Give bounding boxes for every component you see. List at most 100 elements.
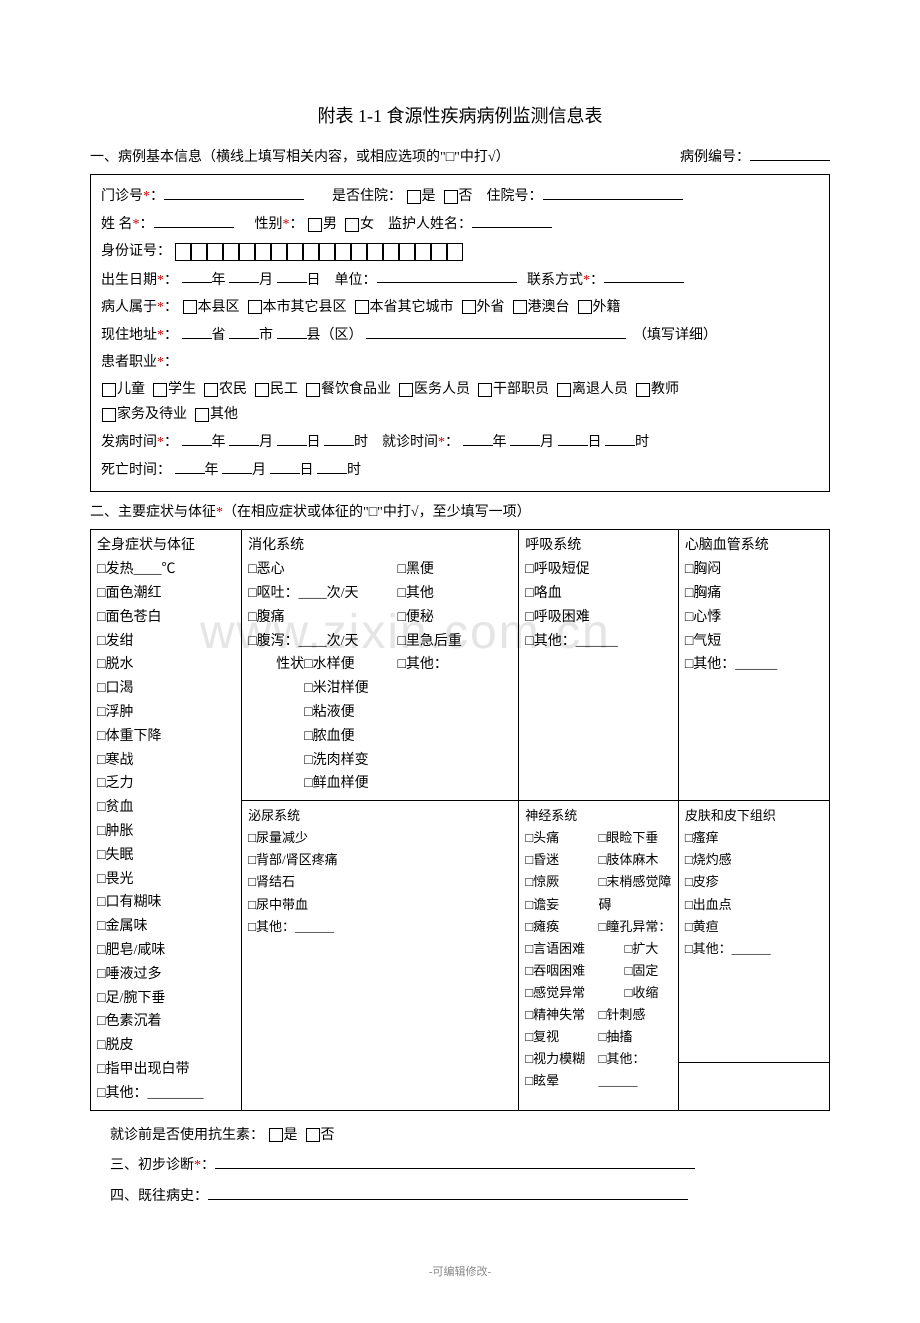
line-belong: 病人属于*： 本县区 本市其它县区 本省其它城市 外省 港澳台 外籍 bbox=[101, 295, 819, 320]
outpatient-label: 门诊号*： bbox=[101, 189, 164, 204]
d-h[interactable] bbox=[317, 457, 347, 474]
col4b-cell: 皮肤和皮下组织 □瘙痒□烧灼感□皮疹□出血点□黄疸□其他：______ bbox=[678, 801, 829, 1063]
col2c-l: □头痛□昏迷□惊厥□谵妄□瘫痪□言语困难□吞咽困难□感觉异常□精神失常□复视□视… bbox=[525, 827, 598, 1092]
col3a-items: □呼吸短促□咯血□呼吸困难□其他：______ bbox=[525, 558, 672, 653]
diag-blank[interactable] bbox=[215, 1153, 695, 1170]
contact-label: 联系方式*： bbox=[527, 272, 604, 287]
section2-header: 二、主要症状与体征*（在相应症状或体征的"□"中打√，至少填写一项） bbox=[90, 500, 830, 525]
col2b-cell: 泌尿系统 □尿量减少□背部/肾区疼痛□肾结石□尿中带血□其他：______ bbox=[242, 801, 519, 1110]
col2a-r: □黑便□其他□便秘□里急后重□其他： bbox=[397, 558, 512, 796]
male-checkbox[interactable] bbox=[308, 218, 322, 232]
guardian-blank[interactable] bbox=[472, 211, 552, 228]
section3-line: 三、初步诊断*： bbox=[110, 1151, 830, 1182]
col2a-l: □恶心□呕吐：____次/天□腹痛□腹泻：____次/天 性状□水样便 □米泔样… bbox=[248, 558, 397, 796]
idno-label: 身份证号： bbox=[101, 244, 171, 259]
addr-city[interactable] bbox=[229, 322, 259, 339]
yl4: 年 bbox=[205, 463, 219, 478]
occ-opts: 儿童 学生 农民 民工 餐饮食品业 医务人员 干部职员 离退人员 教师 家务及待… bbox=[101, 377, 819, 427]
hl3: 时 bbox=[635, 435, 649, 450]
line-onset: 发病时间*： 年 月 日 时 就诊时间*： 年 月 日 时 bbox=[101, 429, 819, 455]
ml3: 月 bbox=[540, 435, 554, 450]
footer: -可编辑修改- bbox=[90, 1263, 830, 1283]
o-y[interactable] bbox=[182, 429, 212, 446]
case-no-wrap: 病例编号： bbox=[680, 144, 830, 170]
col2-h: 消化系统 bbox=[248, 534, 512, 558]
dl3: 日 bbox=[588, 435, 602, 450]
name-blank[interactable] bbox=[154, 211, 234, 228]
v-d[interactable] bbox=[558, 429, 588, 446]
occ-label: 患者职业*： bbox=[101, 355, 178, 370]
birth-d[interactable] bbox=[277, 267, 307, 284]
v-y[interactable] bbox=[463, 429, 493, 446]
addr-county[interactable] bbox=[277, 322, 307, 339]
anti-yes-checkbox[interactable] bbox=[269, 1128, 283, 1142]
o-m[interactable] bbox=[229, 429, 259, 446]
section4-line: 四、既往病史： bbox=[110, 1182, 830, 1213]
addr-prov[interactable] bbox=[182, 322, 212, 339]
cl: 市 bbox=[259, 328, 273, 343]
col4-h: 心脑血管系统 bbox=[685, 534, 823, 558]
outpatient-blank[interactable] bbox=[164, 183, 304, 200]
col2b-items: □尿量减少□背部/肾区疼痛□肾结石□尿中带血□其他：______ bbox=[248, 827, 512, 937]
col4a-items: □胸闷□胸痛□心悸□气短□其他：______ bbox=[685, 558, 823, 677]
section3-label: 三、初步诊断*： bbox=[110, 1158, 215, 1173]
d-d[interactable] bbox=[270, 457, 300, 474]
ml4: 月 bbox=[252, 463, 266, 478]
hosp-yes: 是 bbox=[422, 189, 436, 204]
female-label: 女 bbox=[360, 217, 374, 232]
female-checkbox[interactable] bbox=[345, 218, 359, 232]
o-h[interactable] bbox=[324, 429, 354, 446]
anti-label: 就诊前是否使用抗生素： bbox=[110, 1128, 264, 1143]
col4b-h: 皮肤和皮下组织 bbox=[685, 805, 823, 827]
line-addr: 现住地址*： 省 市 县（区） （填写详细） bbox=[101, 322, 819, 348]
anti-no-checkbox[interactable] bbox=[306, 1128, 320, 1142]
birth-m[interactable] bbox=[229, 267, 259, 284]
hosp-yes-checkbox[interactable] bbox=[407, 190, 421, 204]
dl2: 日 bbox=[307, 435, 321, 450]
col1-h: 全身症状与体征 bbox=[97, 534, 235, 558]
dl1: 日 bbox=[307, 272, 321, 287]
case-no-label: 病例编号： bbox=[680, 150, 750, 165]
hosp-no-checkbox[interactable] bbox=[444, 190, 458, 204]
o-d[interactable] bbox=[277, 429, 307, 446]
section2-text: 二、主要症状与体征*（在相应症状或体征的"□"中打√，至少填写一项） bbox=[90, 500, 531, 525]
ml2: 月 bbox=[259, 435, 273, 450]
col2c-cell: 神经系统 □头痛□昏迷□惊厥□谵妄□瘫痪□言语困难□吞咽困难□感觉异常□精神失常… bbox=[519, 801, 679, 1110]
d-y[interactable] bbox=[175, 457, 205, 474]
addr-note: （填写详细） bbox=[633, 328, 717, 343]
unit-blank[interactable] bbox=[377, 267, 517, 284]
birth-y[interactable] bbox=[182, 267, 212, 284]
gender-label: 性别*： bbox=[255, 217, 304, 232]
case-no-blank[interactable] bbox=[750, 144, 830, 161]
col2a-cell: 消化系统 □恶心□呕吐：____次/天□腹痛□腹泻：____次/天 性状□水样便… bbox=[242, 530, 519, 801]
col: 县（区） bbox=[307, 328, 363, 343]
belong-opts: 本县区 本市其它县区 本省其它城市 外省 港澳台 外籍 bbox=[182, 300, 625, 315]
hosp-label: 是否住院： bbox=[332, 189, 402, 204]
history-blank[interactable] bbox=[208, 1183, 688, 1200]
addr-label: 现住地址*： bbox=[101, 328, 178, 343]
idno-boxes[interactable] bbox=[175, 244, 463, 259]
col1-items: □发热____℃□面色潮红□面色苍白□发绀□脱水□口渴□浮肿□体重下降□寒战□乏… bbox=[97, 558, 235, 1105]
contact-blank[interactable] bbox=[604, 267, 684, 284]
col1: 全身症状与体征 □发热____℃□面色潮红□面色苍白□发绀□脱水□口渴□浮肿□体… bbox=[91, 530, 242, 1110]
belong-label: 病人属于*： bbox=[101, 300, 178, 315]
v-h[interactable] bbox=[605, 429, 635, 446]
symptoms-table: 全身症状与体征 □发热____℃□面色潮红□面色苍白□发绀□脱水□口渴□浮肿□体… bbox=[90, 529, 830, 1110]
addr-detail[interactable] bbox=[366, 322, 626, 339]
form-title: 附表 1-1 食源性疾病病例监测信息表 bbox=[90, 100, 830, 132]
v-m[interactable] bbox=[510, 429, 540, 446]
line-idno: 身份证号： bbox=[101, 239, 819, 264]
col4a-cell: 心脑血管系统 □胸闷□胸痛□心悸□气短□其他：______ bbox=[678, 530, 829, 801]
d-m[interactable] bbox=[222, 457, 252, 474]
hospno-blank[interactable] bbox=[543, 183, 683, 200]
onset-label: 发病时间*： bbox=[101, 435, 178, 450]
hl4: 时 bbox=[347, 463, 361, 478]
yl3: 年 bbox=[493, 435, 507, 450]
death-label: 死亡时间： bbox=[101, 463, 171, 478]
col2c-h: 神经系统 bbox=[525, 805, 672, 827]
section4-label: 四、既往病史： bbox=[110, 1189, 208, 1204]
section1-text: 一、病例基本信息（横线上填写相关内容，或相应选项的"□"中打√） bbox=[90, 145, 510, 170]
yl1: 年 bbox=[212, 272, 226, 287]
line-birth: 出生日期*： 年 月 日 单位： 联系方式*： bbox=[101, 267, 819, 293]
visit-label: 就诊时间*： bbox=[382, 435, 459, 450]
